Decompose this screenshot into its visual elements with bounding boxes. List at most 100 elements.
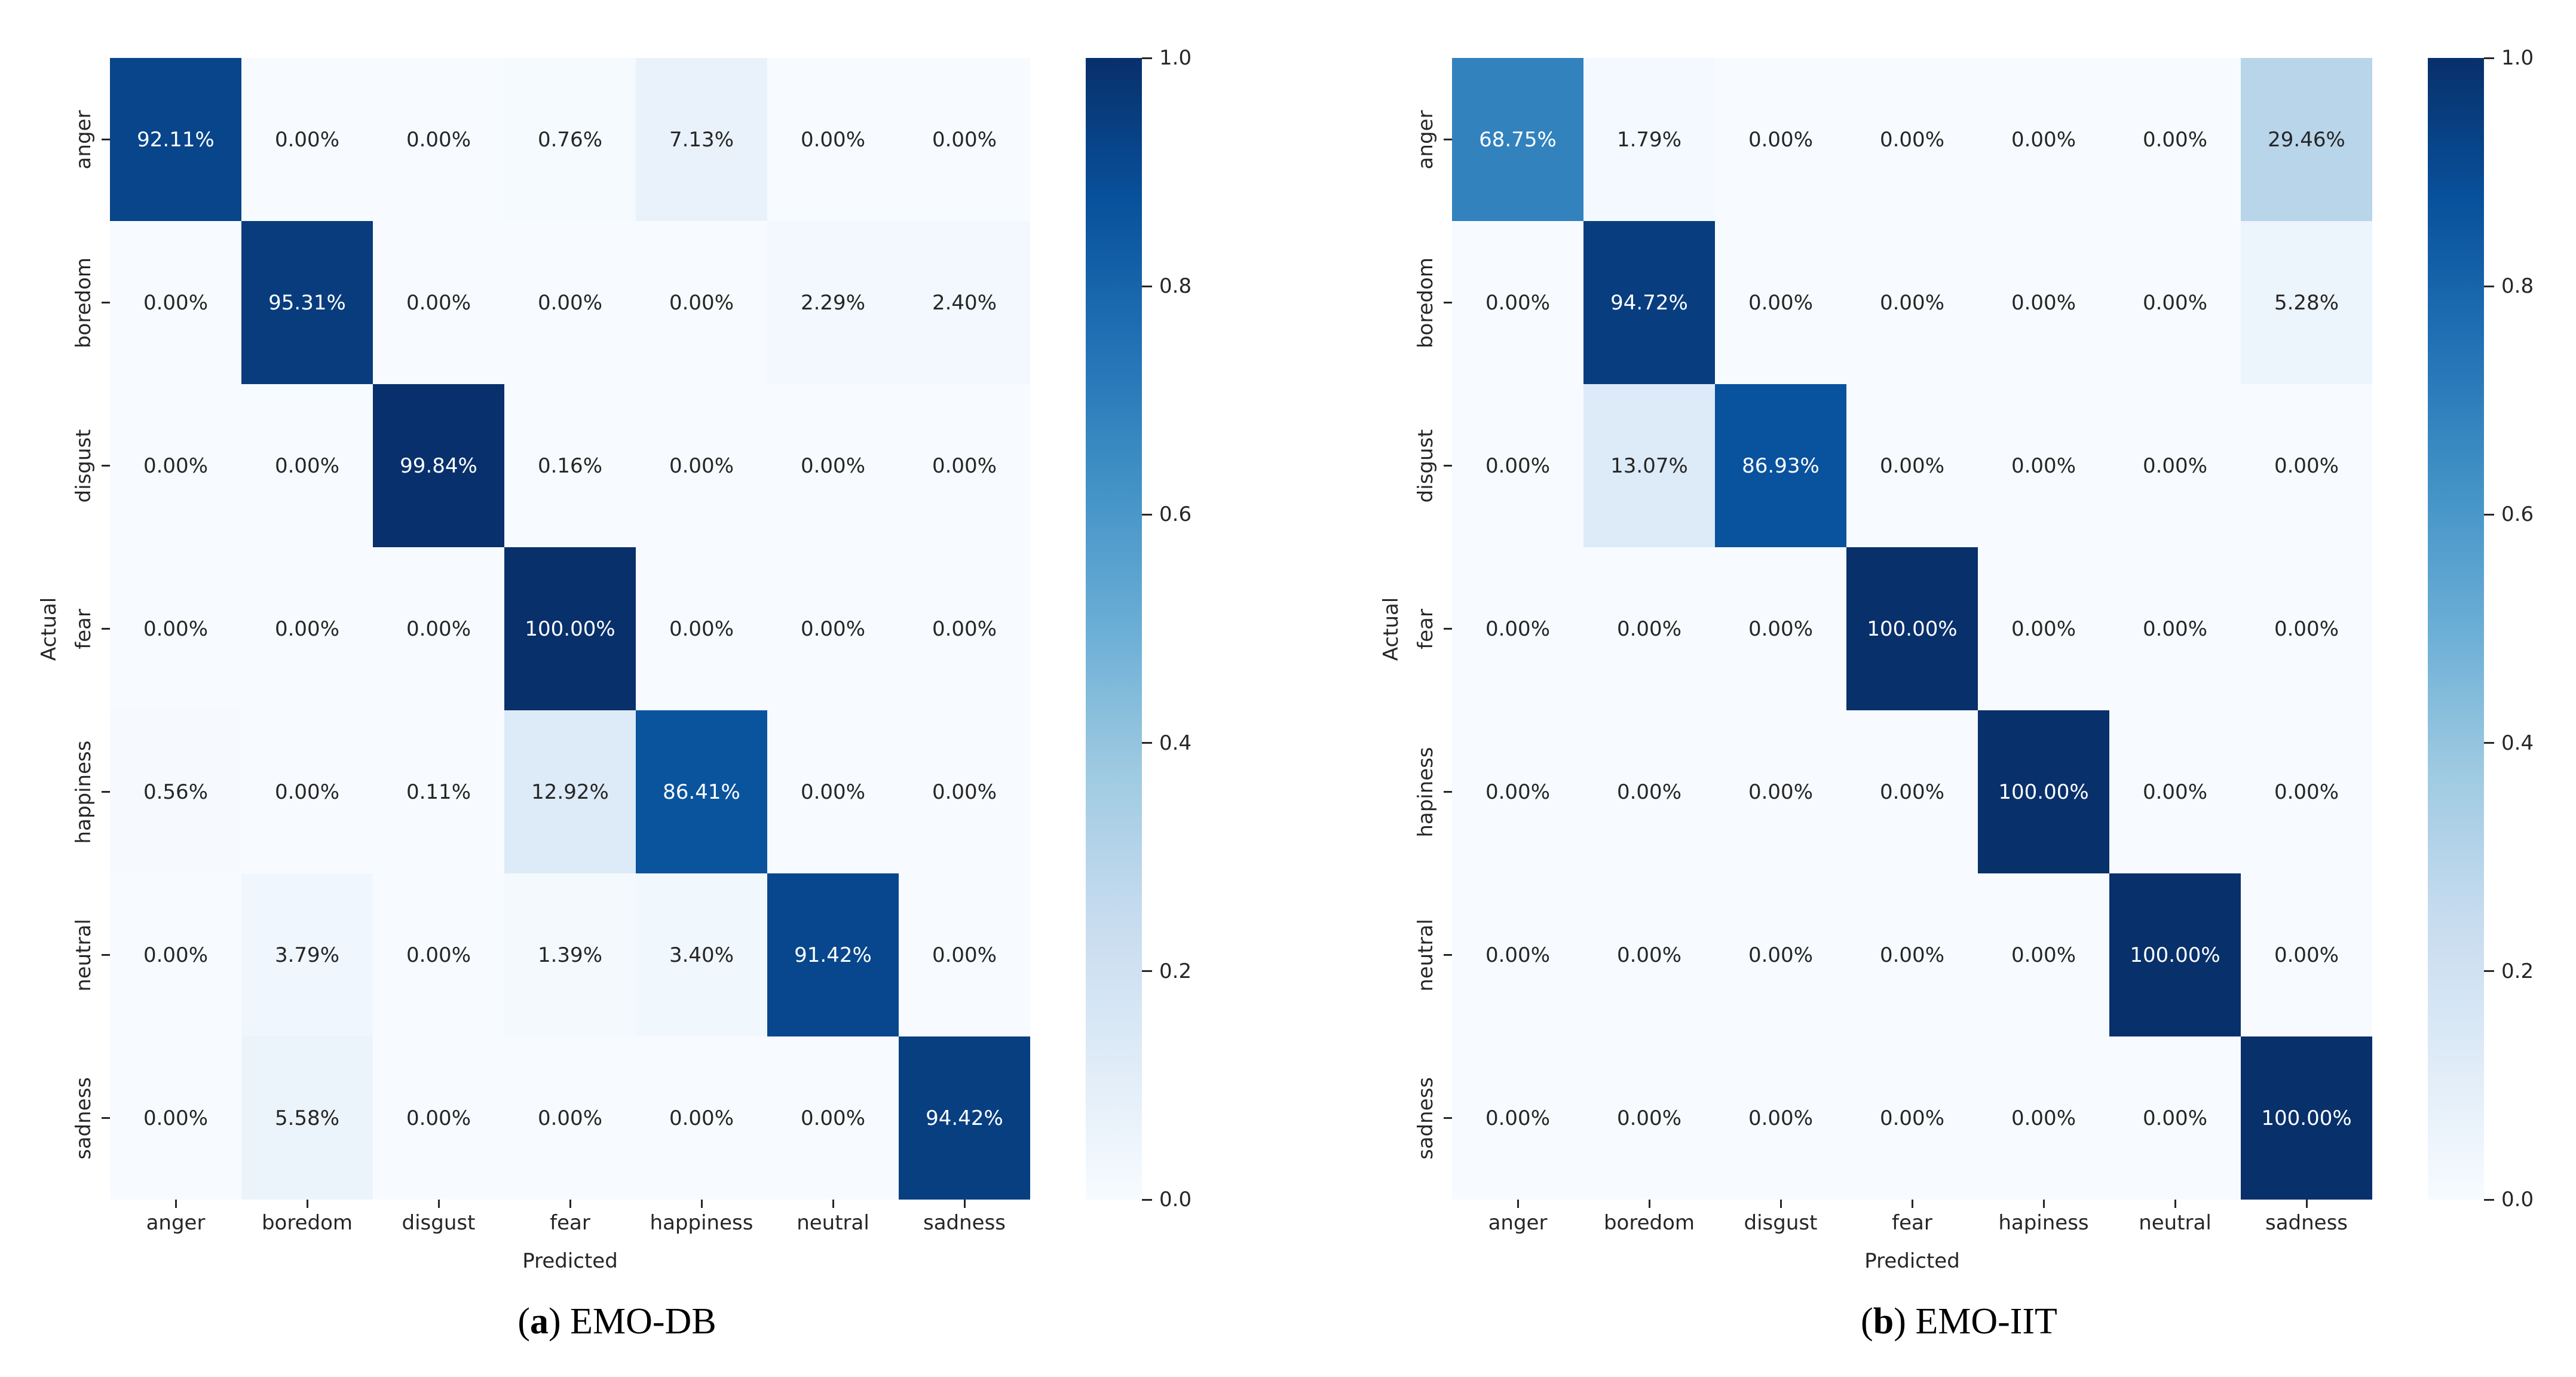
heatmap-cell: 5.28%: [2241, 221, 2372, 384]
heatmap-cell: 0.00%: [1846, 710, 1978, 873]
y-tick-mark: [1444, 465, 1452, 467]
heatmap-cell: 0.00%: [1978, 221, 2109, 384]
heatmap-cell: 0.16%: [504, 384, 636, 547]
heatmap-cell: 100.00%: [1978, 710, 2109, 873]
heatmap-cell: 0.00%: [767, 710, 899, 873]
colorbar-tick-mark: [2484, 742, 2494, 744]
y-tick-mark: [1444, 791, 1452, 793]
heatmap-cell: 86.93%: [1715, 384, 1846, 547]
y-tick-label: anger: [72, 110, 96, 169]
heatmap-cell: 0.00%: [373, 873, 504, 1036]
y-tick: sadness: [0, 1036, 110, 1200]
y-tick-mark: [1444, 139, 1452, 140]
heatmap-cell: 100.00%: [2109, 873, 2241, 1036]
x-tick-mark: [2174, 1200, 2176, 1208]
heatmap-cell: 0.11%: [373, 710, 504, 873]
heatmap-cell: 0.00%: [636, 221, 767, 384]
x-tick-mark: [1911, 1200, 1913, 1208]
x-tick-mark: [832, 1200, 834, 1208]
y-tick: boredom: [1342, 221, 1452, 384]
heatmap-cell: 0.00%: [504, 221, 636, 384]
heatmap-cell: 0.00%: [767, 58, 899, 221]
y-tick-label: neutral: [72, 918, 96, 992]
colorbar-tick-label: 0.2: [1159, 959, 1192, 983]
heatmap-cell: 29.46%: [2241, 58, 2372, 221]
x-tick: anger: [1452, 1200, 1583, 1253]
x-tick-mark: [174, 1200, 177, 1208]
heatmap-cell: 100.00%: [504, 547, 636, 710]
colorbar-tick-mark: [2484, 285, 2494, 287]
heatmap-cell: 0.00%: [767, 384, 899, 547]
colorbar-tick-label: 0.6: [1159, 502, 1192, 527]
x-axis-title: Predicted: [522, 1249, 618, 1273]
heatmap-cell: 0.00%: [504, 1036, 636, 1200]
x-tick-mark: [569, 1200, 571, 1208]
heatmap-cell: 0.00%: [110, 873, 241, 1036]
heatmap-cell: 0.00%: [1715, 873, 1846, 1036]
heatmap-cell: 100.00%: [1846, 547, 1978, 710]
heatmap-cell: 94.42%: [899, 1036, 1030, 1200]
x-tick-mark: [1648, 1200, 1650, 1208]
colorbar-tick-label: 0.4: [2501, 731, 2534, 755]
y-tick-label: hapiness: [1414, 746, 1438, 838]
heatmap-cell: 0.00%: [2241, 873, 2372, 1036]
caption-paren-close: ): [1894, 1301, 1916, 1342]
heatmap-cell: 0.00%: [767, 547, 899, 710]
heatmap-cell: 0.00%: [1715, 58, 1846, 221]
x-tick-label: happiness: [650, 1211, 753, 1235]
y-tick-mark: [1444, 1117, 1452, 1119]
heatmap-cell: 0.00%: [1715, 710, 1846, 873]
heatmap-cell: 0.00%: [2109, 710, 2241, 873]
x-tick-mark: [700, 1200, 703, 1208]
x-tick-mark: [2305, 1200, 2308, 1208]
y-tick-mark: [102, 139, 110, 140]
y-tick-mark: [102, 1117, 110, 1119]
y-tick: happiness: [0, 710, 110, 873]
x-tick-label: anger: [1488, 1211, 1548, 1235]
subfigure-caption: (a) EMO-DB: [0, 1301, 1234, 1342]
heatmap-cell: 0.00%: [1583, 710, 1715, 873]
y-tick-label: sadness: [1414, 1077, 1438, 1160]
colorbar-tick-mark: [1142, 57, 1152, 59]
heatmap-cell: 0.00%: [2109, 221, 2241, 384]
heatmap-cell: 0.00%: [2241, 710, 2372, 873]
colorbar-tick-mark: [1142, 285, 1152, 287]
heatmap-cell: 0.00%: [1978, 384, 2109, 547]
y-tick: fear: [0, 547, 110, 710]
heatmap-cell: 0.00%: [1978, 1036, 2109, 1200]
y-tick-mark: [102, 302, 110, 303]
caption-paren-open: (: [1861, 1301, 1873, 1342]
y-tick-mark: [102, 628, 110, 630]
heatmap-cell: 0.00%: [110, 384, 241, 547]
heatmap-cell: 0.00%: [1452, 710, 1583, 873]
y-tick: anger: [0, 58, 110, 221]
x-tick-mark: [1517, 1200, 1519, 1208]
heatmap-cell: 0.00%: [899, 547, 1030, 710]
colorbar-tick-label: 0.8: [1159, 274, 1192, 299]
heatmap-cell: 0.00%: [1452, 384, 1583, 547]
colorbar-tick-label: 0.6: [2501, 502, 2534, 527]
caption-paren-close: ): [548, 1301, 571, 1342]
heatmap-cell: 1.79%: [1583, 58, 1715, 221]
heatmap-cell: 0.00%: [2241, 384, 2372, 547]
colorbar-gradient: [1086, 58, 1142, 1200]
heatmap-cell: 0.00%: [1583, 1036, 1715, 1200]
y-tick-label: neutral: [1414, 918, 1438, 992]
colorbar-tick-mark: [2484, 970, 2494, 973]
heatmap-cell: 0.00%: [636, 384, 767, 547]
x-tick-label: neutral: [2139, 1211, 2211, 1235]
caption-letter: b: [1873, 1301, 1894, 1342]
heatmap-cell: 92.11%: [110, 58, 241, 221]
heatmap-cell: 0.00%: [241, 384, 373, 547]
heatmap-cell: 0.00%: [2109, 547, 2241, 710]
heatmap-cell: 0.00%: [1583, 547, 1715, 710]
x-tick: happiness: [636, 1200, 767, 1253]
heatmap-cell: 3.79%: [241, 873, 373, 1036]
x-tick: boredom: [1583, 1200, 1715, 1253]
x-tick-label: sadness: [923, 1211, 1006, 1235]
y-tick-mark: [1444, 954, 1452, 956]
x-tick: hapiness: [1978, 1200, 2109, 1253]
heatmap-cell: 12.92%: [504, 710, 636, 873]
heatmap-cell: 0.00%: [1978, 58, 2109, 221]
